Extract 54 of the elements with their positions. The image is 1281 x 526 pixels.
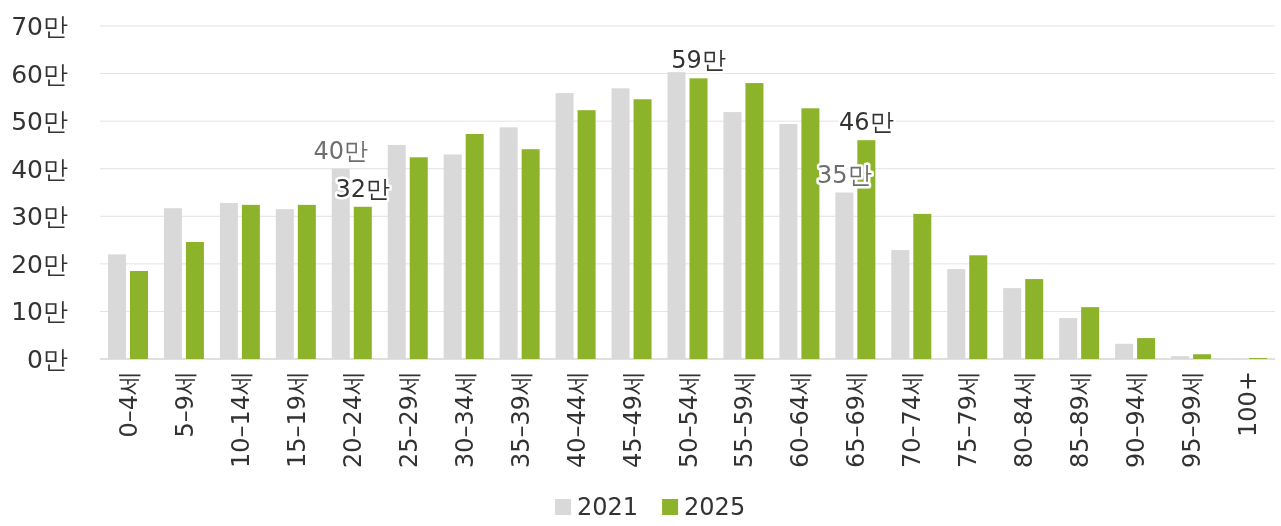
bar bbox=[129, 270, 148, 359]
bar bbox=[1193, 354, 1212, 359]
x-tick-label: 40–44세 bbox=[562, 371, 591, 469]
y-tick-label: 20만 bbox=[11, 249, 68, 279]
bar bbox=[633, 99, 652, 359]
bar bbox=[185, 241, 204, 359]
x-tick-label: 90–94세 bbox=[1122, 371, 1151, 469]
y-tick-label: 30만 bbox=[11, 202, 68, 232]
x-tick-label: 30–34세 bbox=[450, 371, 479, 469]
bar bbox=[241, 204, 260, 359]
bar bbox=[1137, 338, 1156, 359]
bar bbox=[521, 149, 540, 359]
bar bbox=[577, 110, 596, 359]
bar bbox=[689, 78, 708, 359]
x-tick-label: 25–29세 bbox=[394, 371, 423, 469]
legend-label: 2025 bbox=[684, 493, 746, 521]
x-tick-label: 15–19세 bbox=[282, 371, 311, 469]
x-tick-label: 50–54세 bbox=[674, 371, 703, 469]
y-tick-label: 50만 bbox=[11, 107, 68, 137]
bar bbox=[1025, 279, 1044, 359]
y-tick-label: 0만 bbox=[27, 345, 68, 374]
x-tick-label: 35–39세 bbox=[506, 371, 535, 469]
x-tick-label: 20–24세 bbox=[338, 371, 367, 469]
data-label: 46만 bbox=[839, 108, 894, 137]
x-tick-label: 0–4세 bbox=[114, 371, 143, 438]
x-tick-label: 75–79세 bbox=[954, 371, 983, 469]
bar bbox=[745, 83, 764, 359]
x-tick-label: 65–69세 bbox=[842, 371, 871, 469]
x-tick-label: 5–9세 bbox=[170, 371, 199, 438]
y-tick-label: 60만 bbox=[11, 59, 68, 89]
bar bbox=[913, 213, 932, 359]
x-tick-label: 95–99세 bbox=[1178, 371, 1207, 469]
bar bbox=[801, 108, 820, 359]
bar bbox=[1081, 307, 1100, 359]
x-tick-label: 60–64세 bbox=[786, 371, 815, 469]
data-label: 59만 bbox=[671, 46, 726, 75]
bar bbox=[409, 157, 428, 359]
legend-label: 2021 bbox=[577, 493, 639, 521]
y-tick-label: 10만 bbox=[11, 297, 68, 327]
x-tick-label: 100+ bbox=[1234, 371, 1263, 437]
x-tick-label: 45–49세 bbox=[618, 371, 647, 469]
bar bbox=[465, 133, 484, 359]
bar bbox=[353, 206, 372, 359]
bar bbox=[969, 255, 988, 359]
x-tick-label: 70–74세 bbox=[898, 371, 927, 469]
x-tick-label: 55–59세 bbox=[730, 371, 759, 469]
x-tick-label: 85–89세 bbox=[1066, 371, 1095, 469]
data-label: 32만 bbox=[335, 174, 391, 203]
x-tick-label: 10–14세 bbox=[226, 371, 255, 469]
y-tick-label: 70만 bbox=[11, 12, 68, 41]
x-tick-label: 80–84세 bbox=[1010, 371, 1039, 469]
y-tick-label: 40만 bbox=[11, 154, 68, 184]
bar bbox=[297, 204, 316, 359]
data-label: 40만 bbox=[313, 136, 369, 165]
